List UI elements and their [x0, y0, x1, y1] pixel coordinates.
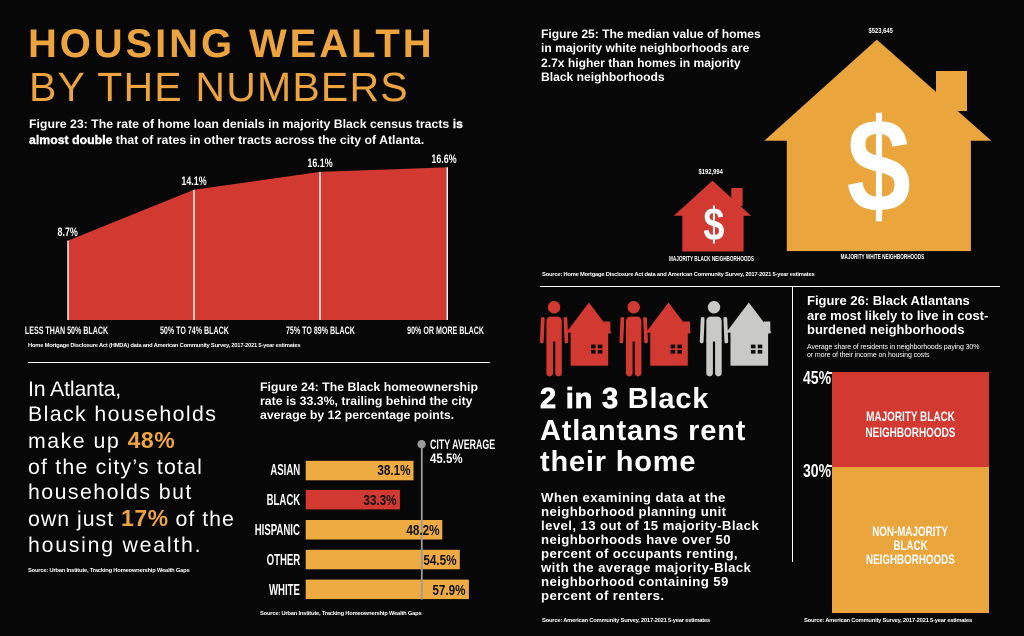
svg-text:$: $ [847, 92, 911, 240]
svg-text:$: $ [703, 198, 724, 249]
